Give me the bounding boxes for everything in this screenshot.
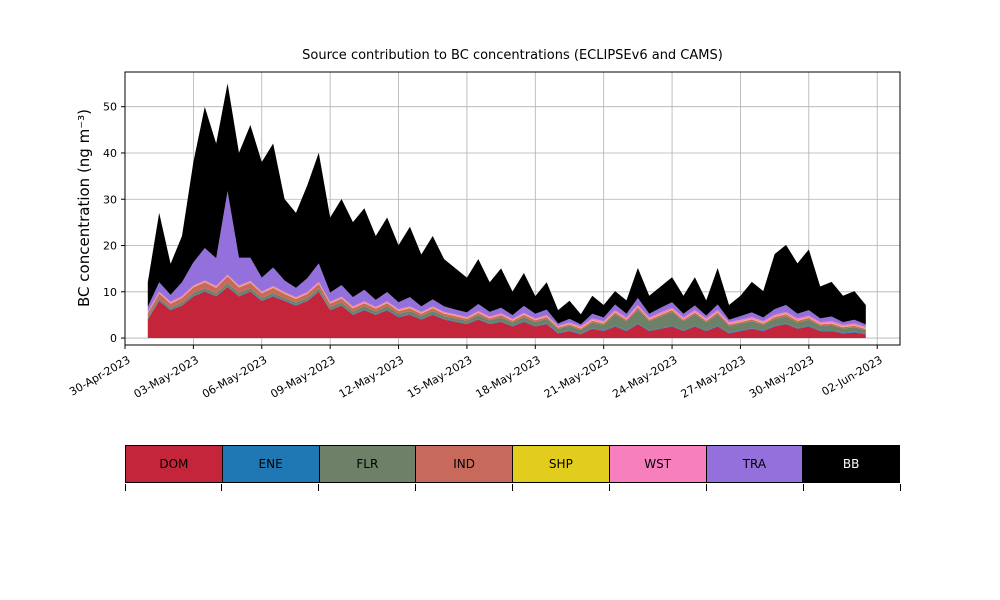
area-BB	[147, 83, 866, 325]
legend-label-BB: BB	[842, 457, 860, 471]
legend-cell-divider	[899, 484, 901, 491]
legend-cell-divider	[608, 484, 610, 491]
legend-label-SHP: SHP	[548, 457, 573, 471]
plot-border	[124, 71, 901, 346]
legend: DOM ENE FLR IND SHP WST TRA BB	[125, 445, 900, 483]
legend-label-WST: WST	[644, 457, 672, 471]
legend-cell-divider	[318, 484, 320, 491]
legend-cell-SHP: SHP	[512, 445, 610, 483]
x-tick-label: 30-May-2023	[747, 353, 816, 401]
y-axis: 0 10 20 30 40 50	[103, 101, 125, 345]
x-tick-label: 09-May-2023	[268, 353, 337, 401]
area-IND	[147, 276, 866, 330]
y-tick-label: 30	[103, 193, 117, 206]
y-tick-label: 50	[103, 101, 117, 114]
area-TRA	[147, 191, 866, 327]
legend-label-FLR: FLR	[356, 457, 379, 471]
legend-cell-FLR: FLR	[318, 445, 417, 483]
y-tick-label: 0	[110, 332, 117, 345]
y-tick-label: 40	[103, 147, 117, 160]
x-tick-label: 24-May-2023	[610, 353, 679, 401]
legend-cell-WST: WST	[608, 445, 707, 483]
stacked-areas	[147, 83, 866, 339]
x-tick-label: 21-May-2023	[542, 353, 611, 401]
x-axis: 30-Apr-2023 03-May-2023 06-May-2023 09-May-…	[67, 345, 885, 401]
x-tick-label: 06-May-2023	[200, 353, 269, 401]
legend-label-TRA: TRA	[742, 457, 767, 471]
legend-cell-divider	[124, 484, 126, 491]
x-tick-label: 15-May-2023	[405, 353, 474, 401]
legend-label-IND: IND	[453, 457, 475, 471]
area-FLR	[147, 283, 866, 334]
area-DOM	[147, 287, 866, 339]
legend-cell-TRA: TRA	[705, 445, 804, 483]
legend-cell-DOM: DOM	[125, 445, 223, 483]
chart-title: Source contribution to BC concentrations…	[302, 48, 723, 63]
x-tick-label: 02-Jun-2023	[820, 353, 885, 398]
legend-cell-divider	[221, 484, 223, 491]
y-tick-label: 20	[103, 240, 117, 253]
x-tick-label: 30-Apr-2023	[67, 353, 132, 398]
legend-label-DOM: DOM	[159, 457, 189, 471]
legend-label-ENE: ENE	[258, 457, 283, 471]
legend-cell-ENE: ENE	[221, 445, 320, 483]
x-tick-label: 27-May-2023	[679, 353, 748, 401]
legend-cell-IND: IND	[415, 445, 513, 483]
legend-cell-BB: BB	[802, 445, 900, 483]
y-tick-label: 10	[103, 286, 117, 299]
x-tick-label: 18-May-2023	[474, 353, 543, 401]
legend-cell-divider	[802, 484, 804, 491]
x-tick-label: 12-May-2023	[337, 353, 406, 401]
x-tick-label: 03-May-2023	[132, 353, 201, 401]
legend-cell-divider	[512, 484, 513, 491]
legend-cell-divider	[705, 484, 707, 491]
legend-cell-divider	[415, 484, 417, 491]
